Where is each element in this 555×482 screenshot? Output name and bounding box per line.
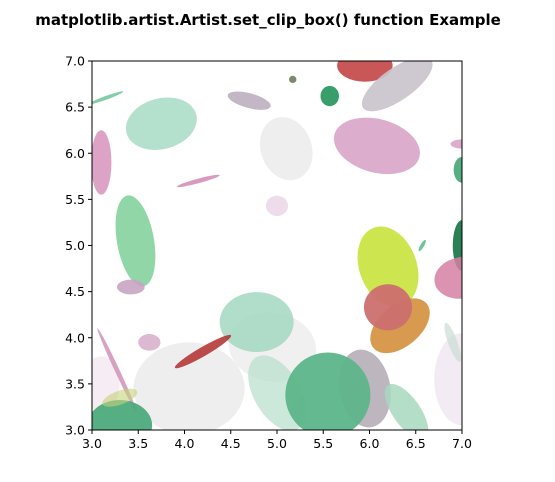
x-tick-label: 4.5 <box>221 436 241 451</box>
y-tick-label: 3.0 <box>65 423 85 438</box>
x-tick-label: 4.0 <box>175 436 195 451</box>
y-tick-label: 5.0 <box>65 238 85 253</box>
x-tick-label: 5.5 <box>313 436 333 451</box>
ellipse-29 <box>138 334 161 351</box>
ellipse-13 <box>92 91 124 105</box>
ellipse-12 <box>125 97 197 150</box>
y-tick-label: 7.0 <box>65 54 85 69</box>
x-tick-label: 6.0 <box>360 436 380 451</box>
axes: 3.0 3.5 4.0 4.5 5.0 5.5 6.0 6.5 7.0 3.0 3.5 4.0 4.5 5… <box>65 54 472 452</box>
ellipse-19 <box>115 195 156 287</box>
ellipse-28 <box>174 334 232 369</box>
x-tick-label: 7.0 <box>452 436 472 451</box>
ellipse-14 <box>333 117 420 175</box>
y-tick-label: 4.0 <box>65 330 85 345</box>
ellipse-24 <box>116 279 145 295</box>
ellipse-6 <box>265 195 289 216</box>
y-tick-label: 6.5 <box>65 100 85 115</box>
ellipse-17 <box>453 156 462 183</box>
y-tick-label: 3.5 <box>65 376 85 391</box>
ellipse-10 <box>320 85 339 107</box>
x-tick-label: 6.5 <box>406 436 426 451</box>
ellipse-0 <box>133 342 245 430</box>
ellipse-15 <box>92 130 112 195</box>
x-tick-label: 3.0 <box>82 436 102 451</box>
ellipse-34 <box>384 383 429 430</box>
x-tick-label: 5.0 <box>267 436 287 451</box>
ellipse-33 <box>285 352 371 430</box>
x-tick-label: 3.5 <box>128 436 148 451</box>
ellipse-37 <box>444 322 462 362</box>
ellipse-layer <box>92 61 462 430</box>
y-tick-label: 5.5 <box>65 192 85 207</box>
ellipse-7 <box>337 61 393 82</box>
ellipse-25 <box>219 292 294 353</box>
chart-title: matplotlib.artist.Artist.set_clip_box() … <box>35 11 501 29</box>
ellipse-16 <box>450 139 462 149</box>
ellipse-8 <box>361 61 433 112</box>
ellipse-2 <box>259 117 313 181</box>
ellipse-35 <box>92 400 153 430</box>
ellipse-22 <box>418 239 426 252</box>
ellipse-27 <box>363 284 413 331</box>
ellipse-18 <box>176 174 220 188</box>
ellipse-11 <box>227 91 271 110</box>
y-tick-label: 4.5 <box>65 284 85 299</box>
ellipse-21 <box>357 226 419 307</box>
ellipse-9 <box>289 75 297 84</box>
ellipse-36 <box>102 388 138 407</box>
y-tick-label: 6.0 <box>65 146 85 161</box>
